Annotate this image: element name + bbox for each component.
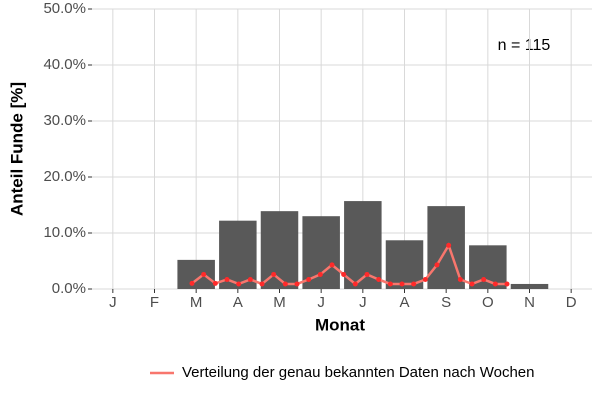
point: [247, 276, 253, 282]
x-tick-label: S: [441, 294, 451, 311]
bar: [260, 211, 299, 289]
point: [224, 276, 230, 282]
point: [294, 281, 300, 287]
point: [469, 281, 475, 287]
point: [422, 276, 428, 282]
x-tick-label: M: [190, 294, 203, 311]
bar: [177, 259, 215, 289]
x-axis-label: Monat: [315, 315, 365, 334]
x-tick-label: O: [482, 294, 494, 311]
y-axis-label: Anteil Funde [%]: [7, 82, 26, 216]
x-tick-label: J: [109, 294, 117, 311]
bar: [302, 216, 340, 289]
legend-label: Verteilung der genau bekannten Daten nac…: [182, 364, 535, 381]
x-tick-label: J: [317, 294, 325, 311]
point: [317, 271, 323, 277]
point: [387, 281, 393, 287]
x-tick-label: F: [150, 294, 159, 311]
bar: [344, 201, 382, 289]
point: [376, 276, 382, 282]
bar: [385, 240, 424, 289]
point: [189, 280, 195, 286]
point: [259, 281, 265, 287]
point: [282, 281, 288, 287]
point: [271, 271, 277, 277]
y-tick-label: 20.0%: [43, 168, 86, 185]
x-tick-label: A: [233, 294, 243, 311]
y-tick-label: 40.0%: [43, 56, 86, 73]
point: [399, 281, 405, 287]
x-tick-label: N: [524, 294, 535, 311]
point: [434, 262, 440, 268]
point: [492, 281, 498, 287]
point: [481, 276, 487, 282]
point: [411, 281, 417, 287]
x-tick-label: M: [273, 294, 286, 311]
x-tick-label: J: [359, 294, 367, 311]
point: [457, 276, 463, 282]
annotation: n = 115: [498, 37, 551, 54]
point: [341, 271, 347, 277]
point: [504, 281, 510, 287]
point: [201, 271, 207, 277]
bar: [510, 283, 549, 289]
line: [191, 242, 507, 286]
point: [329, 262, 335, 268]
point: [236, 281, 242, 287]
x-tick-label: D: [566, 294, 577, 311]
point: [212, 280, 218, 286]
point: [364, 271, 370, 277]
x-tick-label: A: [399, 294, 409, 311]
y-tick-label: 30.0%: [43, 112, 86, 129]
y-tick-label: 0.0%: [52, 280, 86, 297]
y-tick-label: 10.0%: [43, 224, 86, 241]
point: [352, 281, 358, 287]
point: [446, 242, 452, 248]
y-tick-label: 50.0%: [43, 0, 86, 17]
point: [306, 276, 312, 282]
